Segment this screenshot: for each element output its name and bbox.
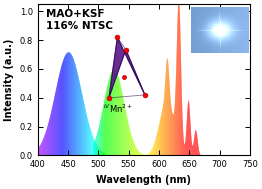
Text: $^{IV}$Mn$^{2+}$: $^{IV}$Mn$^{2+}$ bbox=[102, 103, 133, 115]
Text: MAO+KSF
116% NTSC: MAO+KSF 116% NTSC bbox=[46, 9, 113, 31]
Polygon shape bbox=[109, 37, 145, 98]
Y-axis label: Intensity (a.u.): Intensity (a.u.) bbox=[4, 39, 14, 121]
X-axis label: Wavelength (nm): Wavelength (nm) bbox=[96, 175, 191, 185]
